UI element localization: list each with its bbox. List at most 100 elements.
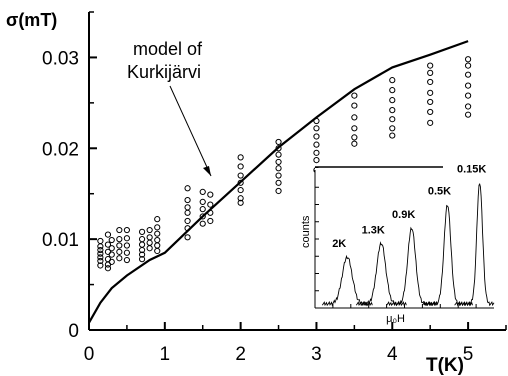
data-point: [275, 158, 282, 166]
annotation-line-2: Kurkijärvi: [127, 62, 201, 82]
data-point: [313, 133, 320, 140]
data-point: [427, 89, 434, 96]
annotation-arrowhead: [203, 166, 211, 176]
data-point: [97, 250, 104, 257]
data-point: [123, 249, 131, 256]
data-point: [146, 245, 153, 252]
data-point: [154, 216, 161, 223]
data-point: [351, 140, 358, 147]
data-point: [123, 226, 131, 234]
data-point: [427, 69, 434, 76]
inset-peak: [321, 254, 373, 307]
data-point: [389, 116, 396, 123]
data-point: [275, 145, 282, 152]
data-point: [237, 172, 244, 179]
data-point: [464, 103, 472, 110]
data-point: [275, 179, 282, 186]
inset-y-label: counts: [300, 215, 312, 248]
inset-histogram: counts μ₀H 2K 1.3K 0.9K 0.5K 0.15K: [300, 164, 498, 325]
data-point: [313, 156, 320, 164]
data-point: [97, 257, 104, 265]
data-point: [207, 217, 214, 225]
data-point: [427, 62, 434, 69]
data-point: [275, 172, 282, 179]
data-point: [313, 117, 320, 125]
data-point: [123, 256, 131, 264]
data-point: [207, 201, 214, 208]
data-point: [237, 163, 244, 170]
data-point: [275, 165, 282, 172]
data-point: [154, 236, 161, 244]
data-point: [138, 228, 146, 235]
x-tick-label: 3: [311, 344, 322, 365]
y-tick-label: 0.01: [42, 230, 79, 251]
data-point: [351, 134, 358, 141]
data-point: [154, 224, 161, 231]
data-point: [313, 141, 320, 148]
data-point: [351, 114, 358, 121]
data-point: [464, 111, 472, 118]
data-point: [116, 242, 123, 249]
data-point: [104, 241, 112, 248]
x-tick-label: 2: [235, 344, 246, 365]
data-point: [138, 236, 146, 243]
data-point: [389, 132, 396, 139]
data-point: [184, 234, 191, 241]
data-point: [146, 226, 153, 234]
data-point: [199, 220, 206, 227]
inset-peak-label: 0.15K: [457, 164, 486, 176]
data-point: [275, 187, 282, 195]
data-point: [207, 191, 214, 198]
y-axis-label: σ(mT): [6, 10, 57, 30]
data-point: [138, 246, 146, 254]
annotation-arrow: [169, 85, 212, 177]
data-point: [351, 92, 358, 99]
y-tick-label: 0.02: [42, 139, 79, 160]
data-point: [154, 247, 161, 255]
inset-peak-label: 2K: [332, 238, 346, 250]
data-point: [351, 102, 358, 109]
data-point: [237, 199, 244, 206]
data-point: [389, 125, 396, 132]
data-point: [116, 226, 123, 234]
inset-peak: [386, 226, 438, 307]
annotation: model of Kurkijärvi: [127, 39, 203, 82]
data-point: [464, 56, 472, 63]
data-point: [389, 107, 396, 114]
y-tick-label: 0: [68, 321, 79, 342]
inset-background: [315, 168, 498, 316]
data-point: [97, 254, 104, 261]
data-point: [313, 125, 320, 132]
data-point: [464, 92, 472, 99]
data-point: [116, 255, 123, 262]
data-point: [146, 234, 153, 241]
data-point: [138, 256, 146, 263]
data-point: [184, 209, 191, 216]
data-point: [464, 62, 472, 69]
inset-x-label: μ₀H: [386, 313, 405, 325]
inset-peak: [454, 183, 495, 307]
inset-peak-label: 0.5K: [428, 186, 451, 198]
data-point: [138, 251, 146, 258]
data-point: [184, 217, 191, 225]
data-point: [237, 154, 244, 161]
data-point: [108, 258, 115, 265]
x-axis-label: T(K): [426, 355, 464, 376]
data-point: [116, 248, 123, 255]
data-point: [104, 265, 112, 272]
data-point: [184, 185, 191, 192]
data-point: [184, 196, 191, 204]
data-point: [146, 239, 153, 246]
data-point: [237, 195, 244, 202]
data-point: [351, 125, 358, 132]
data-point: [427, 108, 434, 116]
data-point: [464, 82, 472, 89]
data-point: [464, 71, 472, 78]
data-point: [199, 206, 206, 213]
data-point: [427, 78, 434, 86]
data-point: [138, 241, 146, 248]
data-point: [199, 213, 206, 220]
data-point: [389, 97, 396, 104]
data-point: [389, 87, 396, 94]
